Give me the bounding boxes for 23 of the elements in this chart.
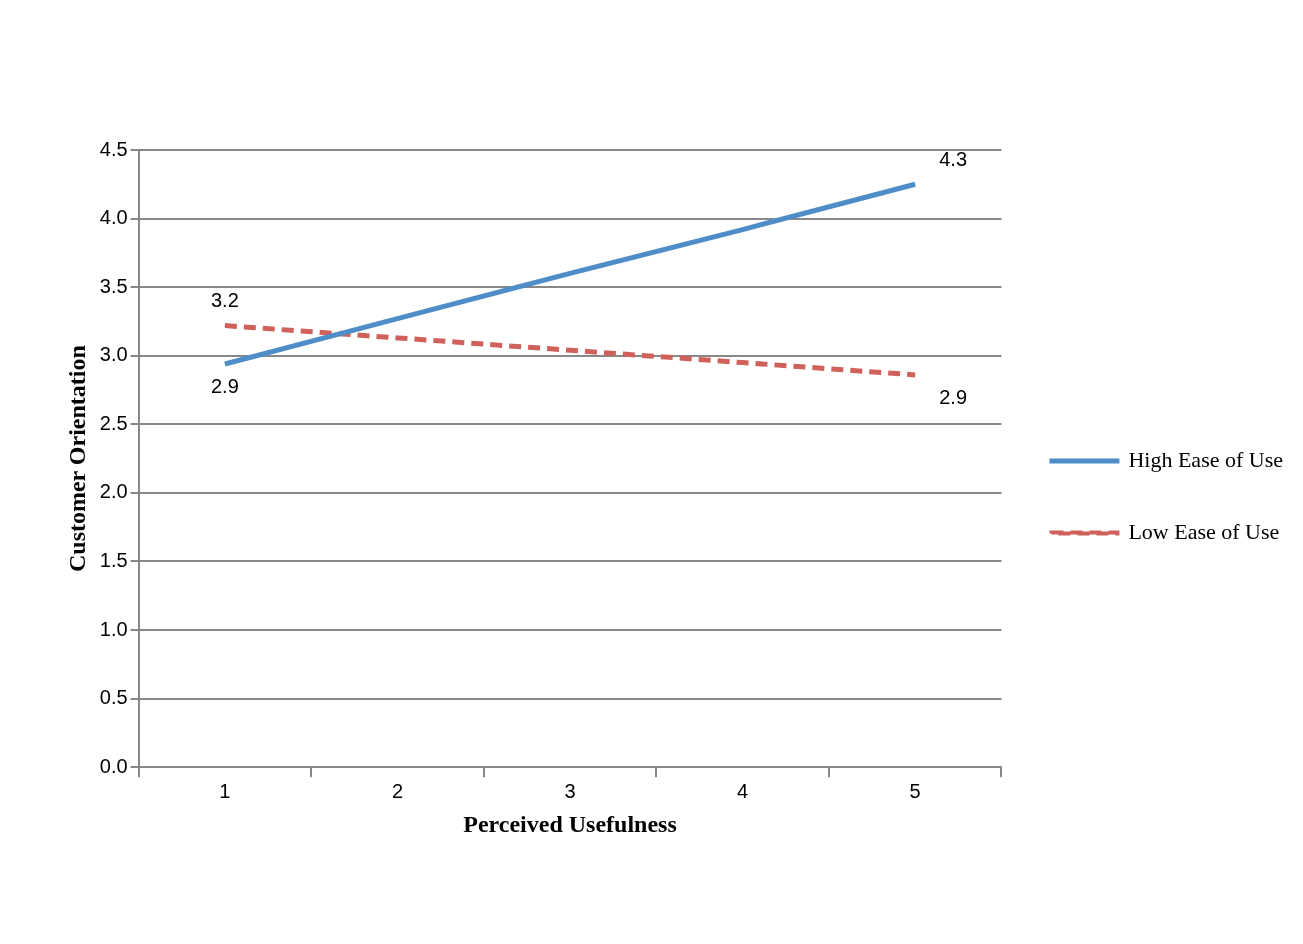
- x-tick-label: 2: [391, 779, 404, 802]
- data-label: 3.2: [210, 289, 239, 312]
- data-label: 4.3: [939, 147, 968, 170]
- y-tick-label: 0.5: [99, 686, 128, 709]
- x-tick-label: 1: [219, 779, 231, 802]
- y-tick-label: 3.0: [99, 343, 128, 366]
- y-tick-label: 2.5: [99, 411, 128, 434]
- y-tick-label: 0.0: [99, 754, 128, 777]
- data-label: 2.9: [210, 375, 239, 398]
- x-axis-title: Perceived Usefulness: [463, 810, 677, 837]
- y-tick-label: 3.5: [99, 274, 128, 297]
- y-tick-label: 1.0: [99, 617, 128, 640]
- x-tick-label: 4: [737, 779, 749, 802]
- y-tick-label: 2.0: [99, 480, 128, 503]
- data-label: 2.9: [939, 386, 968, 409]
- y-tick-label: 4.5: [99, 137, 128, 160]
- x-tick-label: 5: [909, 779, 921, 802]
- y-tick-label: 1.5: [99, 548, 128, 571]
- legend-label: Low Ease of Use: [1128, 518, 1280, 544]
- legend-label: High Ease of Use: [1128, 446, 1284, 472]
- x-tick-label: 3: [564, 779, 576, 802]
- y-tick-label: 4.0: [99, 206, 128, 229]
- y-axis-title: Customer Orientation: [63, 345, 90, 573]
